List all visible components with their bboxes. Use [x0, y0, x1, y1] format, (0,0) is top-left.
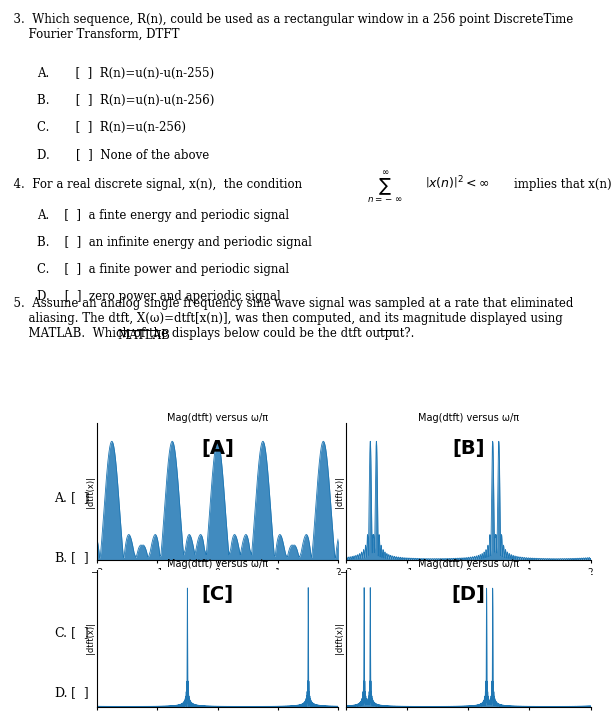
- Text: B.    [  ]  an infinite energy and periodic signal: B. [ ] an infinite energy and periodic s…: [37, 236, 312, 249]
- Text: C.    [  ]  a finite power and periodic signal: C. [ ] a finite power and periodic signa…: [37, 263, 289, 276]
- Text: D.       [  ]  None of the above: D. [ ] None of the above: [37, 149, 209, 161]
- Text: C.: C.: [54, 626, 67, 640]
- Text: B.       [  ]  R(n)=u(n)-u(n-256): B. [ ] R(n)=u(n)-u(n-256): [37, 94, 214, 107]
- Title: Mag(dtft) versus ω/π: Mag(dtft) versus ω/π: [167, 559, 268, 569]
- Text: MATLAB: MATLAB: [118, 329, 170, 342]
- Text: D.    [  ]  zero power and aperiodic signal: D. [ ] zero power and aperiodic signal: [37, 291, 280, 303]
- Text: [A]: [A]: [201, 438, 234, 458]
- Text: B.: B.: [54, 551, 67, 565]
- Text: [  ]: [ ]: [72, 491, 89, 505]
- Text: A.       [  ]  R(n)=u(n)-u(n-255): A. [ ] R(n)=u(n)-u(n-255): [37, 67, 214, 80]
- Text: [  ]: [ ]: [72, 626, 89, 640]
- Text: C.       [  ]  R(n)=u(n-256): C. [ ] R(n)=u(n-256): [37, 121, 185, 134]
- Text: 4.  For a real discrete signal, x(n),  the condition: 4. For a real discrete signal, x(n), the…: [6, 178, 302, 191]
- Text: 3.  Which sequence, R(n), could be used as a rectangular window in a 256 point D: 3. Which sequence, R(n), could be used a…: [6, 13, 573, 41]
- Text: [  ]: [ ]: [72, 686, 89, 700]
- Text: implies that x(n) is: implies that x(n) is: [514, 178, 612, 191]
- Text: A.: A.: [54, 491, 67, 505]
- Y-axis label: |dtft(x)|: |dtft(x)|: [86, 623, 95, 654]
- Text: [B]: [B]: [452, 438, 485, 458]
- Text: $\left|x\left(n\right)\right|^{2} < \infty$: $\left|x\left(n\right)\right|^{2} < \inf…: [425, 174, 490, 192]
- Y-axis label: |dtft(x)|: |dtft(x)|: [335, 476, 345, 508]
- Text: $\sum_{n=-\infty}^{\infty}$: $\sum_{n=-\infty}^{\infty}$: [367, 169, 403, 205]
- Y-axis label: |dtft(x)|: |dtft(x)|: [335, 623, 345, 654]
- Title: Mag(dtft) versus ω/π: Mag(dtft) versus ω/π: [417, 559, 519, 569]
- Text: D.: D.: [54, 686, 67, 700]
- Title: Mag(dtft) versus ω/π: Mag(dtft) versus ω/π: [167, 413, 268, 423]
- X-axis label: ω/π: ω/π: [460, 578, 477, 588]
- X-axis label: ω/π: ω/π: [209, 578, 226, 588]
- Text: A.    [  ]  a finte energy and periodic signal: A. [ ] a finte energy and periodic signa…: [37, 208, 289, 222]
- Text: [  ]: [ ]: [72, 551, 89, 565]
- Text: [C]: [C]: [201, 585, 234, 604]
- Title: Mag(dtft) versus ω/π: Mag(dtft) versus ω/π: [417, 413, 519, 423]
- Text: [D]: [D]: [451, 585, 485, 604]
- Text: 5.  Assume an analog single frequency sine wave signal was sampled at a rate tha: 5. Assume an analog single frequency sin…: [6, 296, 573, 340]
- Y-axis label: |dtft(x)|: |dtft(x)|: [86, 476, 95, 508]
